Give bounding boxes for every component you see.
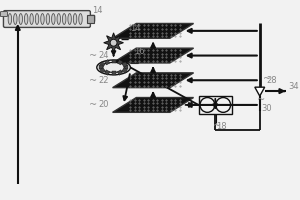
Text: ~: ~ bbox=[89, 100, 97, 109]
Ellipse shape bbox=[62, 14, 66, 24]
Ellipse shape bbox=[46, 14, 50, 24]
Polygon shape bbox=[104, 33, 124, 53]
Text: 14: 14 bbox=[130, 24, 141, 33]
Bar bbox=[122, 68, 128, 73]
Bar bbox=[104, 60, 110, 65]
FancyBboxPatch shape bbox=[1, 12, 7, 17]
Text: ~: ~ bbox=[257, 95, 265, 105]
Text: 18: 18 bbox=[216, 122, 227, 131]
Bar bbox=[112, 60, 116, 63]
Bar bbox=[104, 70, 110, 75]
Ellipse shape bbox=[14, 14, 17, 24]
Text: 30: 30 bbox=[262, 104, 272, 113]
Ellipse shape bbox=[30, 14, 33, 24]
Ellipse shape bbox=[57, 14, 61, 24]
Text: 20: 20 bbox=[99, 100, 109, 109]
Bar bbox=[87, 15, 94, 23]
Circle shape bbox=[110, 39, 117, 46]
Bar bbox=[124, 65, 128, 69]
Bar bbox=[100, 68, 105, 73]
Text: 14: 14 bbox=[92, 6, 102, 15]
Bar bbox=[199, 96, 232, 114]
Bar bbox=[100, 62, 105, 67]
Ellipse shape bbox=[73, 14, 77, 24]
Ellipse shape bbox=[68, 14, 71, 24]
Bar bbox=[117, 60, 123, 65]
FancyBboxPatch shape bbox=[4, 11, 90, 27]
Text: 28: 28 bbox=[267, 76, 277, 85]
Text: 34: 34 bbox=[288, 82, 299, 91]
Text: 16: 16 bbox=[134, 47, 145, 56]
Ellipse shape bbox=[79, 14, 82, 24]
Bar bbox=[117, 70, 123, 75]
Ellipse shape bbox=[19, 14, 22, 24]
Polygon shape bbox=[112, 48, 194, 63]
Text: ~: ~ bbox=[89, 76, 97, 85]
Bar bbox=[122, 62, 128, 67]
Ellipse shape bbox=[41, 14, 44, 24]
Ellipse shape bbox=[101, 62, 126, 72]
Polygon shape bbox=[255, 87, 265, 96]
Text: ~: ~ bbox=[263, 74, 271, 84]
Bar bbox=[112, 71, 116, 75]
Polygon shape bbox=[112, 98, 194, 112]
Ellipse shape bbox=[52, 14, 55, 24]
Text: 24: 24 bbox=[99, 51, 109, 60]
Ellipse shape bbox=[8, 14, 12, 24]
Text: 22: 22 bbox=[99, 76, 109, 85]
Ellipse shape bbox=[24, 14, 28, 24]
Bar bbox=[99, 65, 103, 69]
Ellipse shape bbox=[35, 14, 39, 24]
Polygon shape bbox=[112, 23, 194, 38]
Polygon shape bbox=[112, 73, 194, 88]
Text: ~: ~ bbox=[213, 121, 221, 131]
Text: ~: ~ bbox=[89, 51, 97, 60]
